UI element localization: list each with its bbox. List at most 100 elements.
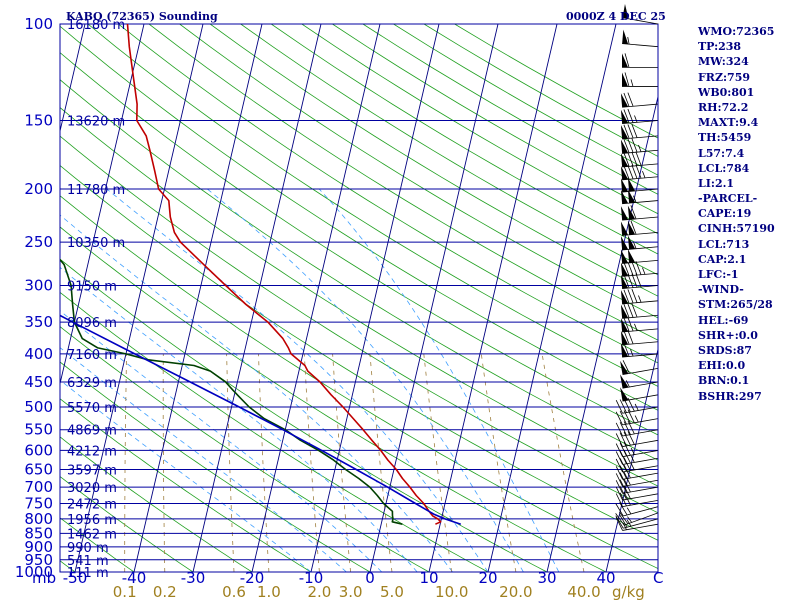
wind-barb-shaft — [622, 43, 659, 48]
temperature-tick-label: 30 — [537, 569, 556, 587]
wind-barb — [622, 53, 658, 68]
wind-barb — [620, 303, 659, 319]
isotherm-line — [74, 24, 204, 572]
pressure-tick-label: 350 — [24, 313, 53, 331]
height-label: 13620 m — [67, 114, 125, 129]
mixing-ratio-line — [369, 353, 393, 572]
wind-barb — [620, 123, 659, 140]
stat-row: SHR+:0.0 — [698, 328, 758, 342]
wind-barb-full — [623, 274, 630, 289]
temperature-tick-label: -30 — [181, 569, 206, 587]
wind-barb — [615, 431, 659, 447]
mixing-ratio-tick-label: 2.0 — [307, 583, 331, 600]
wind-barb-full — [635, 273, 642, 288]
stat-row: TH:5459 — [698, 131, 752, 145]
wind-barb-full — [619, 422, 627, 436]
mixing-ratio-tick-label: 0.1 — [113, 583, 137, 600]
wind-barb-full — [615, 480, 623, 494]
stat-row: LI:2.1 — [698, 176, 735, 190]
stat-row: CAPE:19 — [698, 207, 752, 221]
stat-row: FRZ:759 — [698, 70, 751, 84]
height-label: 9150 m — [67, 279, 117, 294]
height-label: 4869 m — [67, 424, 117, 439]
wind-barb-full — [623, 152, 630, 167]
mixing-ratio-tick-label: 40.0 — [567, 583, 600, 600]
isotherm-line — [133, 24, 263, 572]
wind-barb-pennant — [620, 139, 629, 154]
stat-row: RH:72.2 — [698, 100, 749, 114]
pressure-tick-label: 600 — [24, 441, 53, 459]
wind-barbs — [615, 3, 659, 572]
isotherm-line — [251, 24, 381, 572]
stat-row: SRDS:87 — [698, 343, 752, 357]
wind-barb-half — [633, 195, 637, 203]
wind-barb-full — [627, 420, 635, 435]
wind-barb — [620, 288, 659, 305]
wind-barb-pennant — [620, 221, 629, 236]
isotherm-line — [192, 24, 322, 572]
wind-barb — [620, 360, 659, 376]
mixing-ratio-line — [162, 353, 166, 572]
wind-barb-full — [622, 360, 630, 374]
temperature-tick-label: -50 — [63, 569, 88, 587]
dry-adiabat-line — [60, 52, 658, 436]
wind-barb-half — [627, 516, 633, 523]
dry-adiabat-line — [60, 107, 658, 487]
wind-barb-pennant — [620, 330, 629, 345]
sounding-profiles — [60, 24, 462, 525]
wind-barb — [615, 491, 659, 507]
mixing-ratio-tick-label: 10.0 — [435, 583, 468, 600]
wind-barb-shaft — [622, 163, 659, 168]
temperature-profile-line — [126, 24, 442, 525]
stat-row: EHI:0.0 — [698, 359, 746, 373]
wind-barb-full — [619, 410, 627, 425]
height-label: 2472 m — [67, 498, 117, 513]
wind-barb-full — [631, 303, 638, 318]
wind-barb-shaft — [622, 493, 659, 501]
wind-barb-full — [627, 138, 634, 153]
wind-barb-full — [615, 458, 623, 473]
wind-barb-full — [623, 109, 630, 124]
wind-barb-shaft — [622, 450, 659, 458]
stat-row: L57:7.4 — [698, 146, 745, 160]
isotherm-line — [369, 24, 499, 572]
pressure-tick-label: 400 — [24, 345, 53, 363]
wind-barb-shaft — [622, 465, 659, 473]
isotherm-line — [0, 24, 26, 572]
moist-adiabat-line — [60, 310, 383, 572]
wind-barb-full — [631, 164, 638, 179]
wind-barb-full — [635, 164, 642, 179]
wind-barb — [620, 177, 659, 193]
isotherm-line — [60, 24, 145, 386]
wind-barb — [620, 317, 659, 333]
wind-barb-full — [615, 451, 623, 465]
pressure-tick-label: 900 — [24, 538, 53, 556]
wind-barb-full — [627, 108, 634, 123]
mixing-ratio-tick-label: 0.2 — [153, 583, 177, 600]
wind-barb-full — [619, 432, 627, 447]
wind-barb-full — [624, 72, 630, 87]
wind-barb-pennant — [620, 318, 629, 332]
height-label: 10350 m — [67, 236, 125, 251]
wind-barb-shaft — [622, 418, 659, 426]
wind-barb — [620, 164, 659, 181]
wind-barb-full — [631, 288, 638, 303]
sounding-time: 0000Z 4 DEC 25 — [566, 10, 666, 23]
pressure-tick-label: 500 — [24, 398, 53, 416]
wind-barb-half — [633, 241, 637, 249]
wind-barb-full — [623, 262, 630, 276]
wind-barb-shaft — [622, 457, 659, 465]
pressure-tick-label: 300 — [24, 276, 53, 294]
wind-barb-shaft — [622, 381, 659, 389]
dry-adiabat-line — [60, 361, 371, 572]
wind-barb-pennant — [620, 274, 629, 289]
wind-barb-full — [623, 342, 630, 357]
wind-barb-shaft — [622, 17, 659, 25]
wind-barb-full — [619, 511, 629, 525]
height-label: 1462 m — [67, 527, 117, 542]
wind-barb-full — [623, 139, 630, 153]
stat-row: WB0:801 — [698, 85, 755, 99]
wind-barb — [620, 342, 659, 358]
wind-barb-half — [625, 380, 630, 388]
